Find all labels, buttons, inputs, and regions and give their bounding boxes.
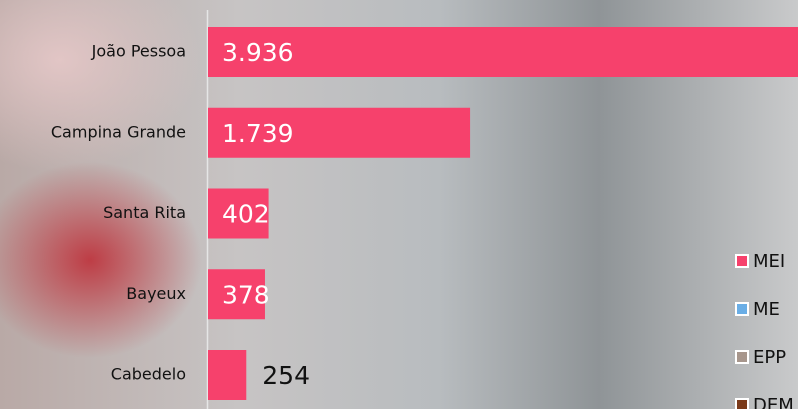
legend-label: EPP bbox=[753, 347, 786, 368]
value-label: 254 bbox=[262, 361, 310, 390]
bar bbox=[208, 350, 246, 400]
page: João Pessoa Campina Grande Santa Rita Bayeu… bbox=[0, 0, 798, 409]
legend-swatch bbox=[736, 399, 748, 409]
legend-swatch bbox=[736, 255, 748, 267]
category-label: Campina Grande bbox=[51, 122, 186, 141]
value-label: 3.936 bbox=[222, 38, 294, 67]
bar bbox=[208, 27, 798, 77]
legend-swatch bbox=[736, 303, 748, 315]
category-label: Bayeux bbox=[126, 284, 186, 303]
category-label: Cabedelo bbox=[111, 365, 186, 384]
legend-label: DEM bbox=[753, 395, 794, 409]
value-label: 1.739 bbox=[222, 119, 294, 148]
legend-label: MEI bbox=[753, 251, 785, 272]
category-label: Santa Rita bbox=[103, 203, 186, 222]
value-label: 402 bbox=[222, 200, 270, 229]
legend-label: ME bbox=[753, 299, 780, 320]
value-label: 378 bbox=[222, 280, 270, 309]
category-label: João Pessoa bbox=[91, 42, 186, 61]
chart: João Pessoa Campina Grande Santa Rita Bayeu… bbox=[0, 0, 798, 409]
legend-swatch bbox=[736, 351, 748, 363]
